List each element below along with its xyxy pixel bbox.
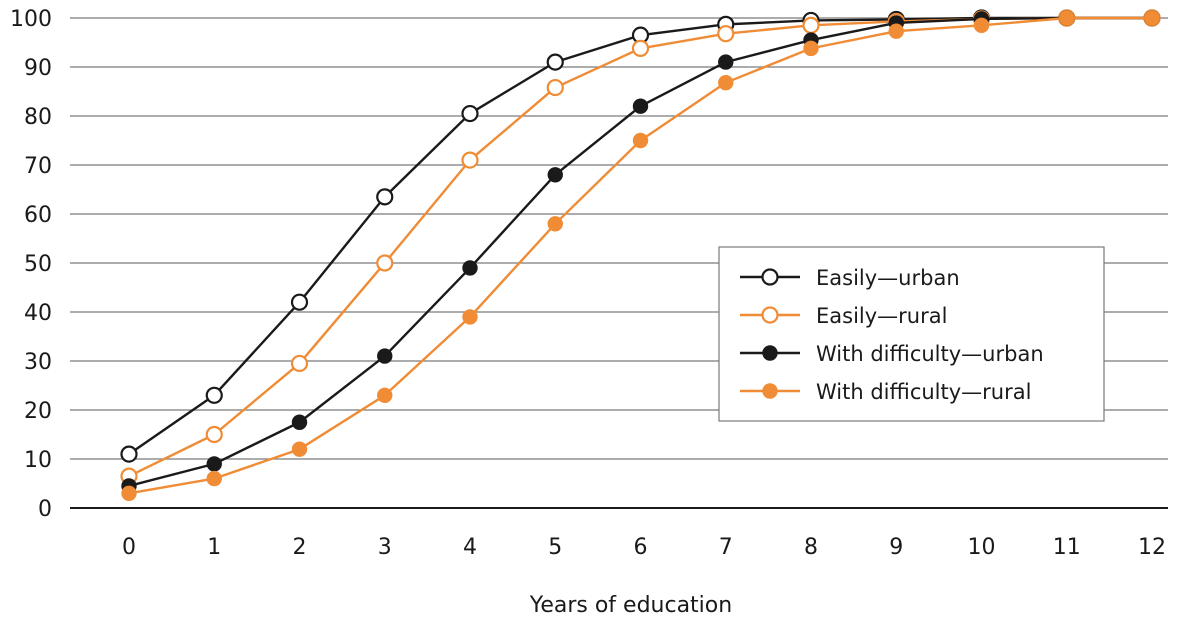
point-s2-x3 [376, 254, 394, 272]
point-s4-x5 [547, 216, 563, 232]
point-s1-x4 [461, 104, 479, 123]
legend-label-2: Easily—rural [816, 304, 947, 328]
legend-marker-3 [762, 345, 778, 361]
x-tick-label-11: 11 [1053, 535, 1081, 560]
legend-marker-1 [761, 268, 779, 286]
y-tick-label-30: 30 [24, 350, 52, 375]
x-tick-label-5: 5 [548, 535, 562, 560]
point-s1-x0 [120, 445, 138, 463]
x-tick-label-4: 4 [463, 535, 477, 560]
x-tick-label-1: 1 [207, 535, 221, 560]
y-tick-label-80: 80 [24, 105, 52, 130]
point-s1-x1 [205, 386, 223, 404]
legend-entry-4: With difficulty—rural [740, 380, 1031, 404]
y-tick-label-50: 50 [24, 252, 52, 277]
legend-label-1: Easily—urban [816, 266, 960, 290]
point-s3-x7 [718, 54, 734, 70]
point-s4-x12 [1144, 10, 1160, 26]
point-s1-x5 [546, 53, 564, 71]
point-s4-x9 [888, 23, 904, 39]
point-s4-x11 [1059, 10, 1075, 26]
legend-label-4: With difficulty—rural [816, 380, 1031, 404]
point-s4-x10 [973, 17, 990, 34]
point-s2-x5 [546, 78, 564, 97]
point-s2-x4 [461, 151, 479, 169]
legend-entry-2: Easily—rural [740, 304, 947, 328]
point-s4-x2 [291, 441, 308, 457]
y-tick-label-40: 40 [24, 301, 52, 326]
point-s2-x8 [802, 16, 820, 34]
x-tick-label-6: 6 [634, 535, 648, 560]
point-s3-x1 [206, 456, 222, 472]
series-4 [121, 10, 1160, 501]
point-s4-x8 [803, 40, 819, 57]
x-axis-tick-labels: 0 1 2 3 4 5 6 7 8 9 10 11 12 [122, 535, 1166, 560]
point-s2-x7 [717, 25, 735, 43]
legend-entry-3: With difficulty—urban [740, 342, 1044, 366]
point-s2-x1 [205, 425, 223, 444]
legend: Easily—urban Easily—rural With difficulty—… [718, 246, 1105, 422]
point-s3-x6 [632, 98, 649, 114]
point-s4-x7 [718, 74, 734, 91]
point-s4-x0 [121, 485, 137, 501]
y-tick-label-20: 20 [24, 399, 52, 424]
point-s4-x1 [206, 470, 222, 487]
legend-marker-2 [761, 306, 779, 324]
point-s2-x2 [290, 354, 309, 373]
point-s3-x2 [291, 414, 308, 430]
x-tick-label-2: 2 [293, 535, 307, 560]
legend-entry-1: Easily—urban [740, 266, 960, 290]
x-tick-label-0: 0 [122, 535, 136, 560]
x-tick-label-10: 10 [968, 535, 996, 560]
y-tick-label-100: 100 [10, 7, 52, 32]
x-tick-label-3: 3 [378, 535, 392, 560]
y-tick-label-70: 70 [24, 154, 52, 179]
point-s2-x6 [631, 39, 650, 57]
legend-label-3: With difficulty—urban [816, 342, 1044, 366]
x-tick-label-12: 12 [1138, 535, 1166, 560]
series-lines [120, 9, 1161, 501]
point-s3-x5 [547, 167, 563, 183]
point-s3-x3 [377, 348, 393, 364]
x-tick-label-9: 9 [889, 535, 903, 560]
point-s1-x3 [376, 188, 394, 206]
y-tick-label-0: 0 [38, 497, 52, 522]
x-tick-label-8: 8 [804, 535, 818, 560]
y-tick-label-90: 90 [24, 56, 52, 81]
y-tick-label-60: 60 [24, 203, 52, 228]
x-axis-title: Years of education [529, 593, 732, 618]
x-tick-label-7: 7 [719, 535, 733, 560]
point-s4-x3 [377, 387, 393, 403]
y-axis-tick-labels: 0 10 20 30 40 50 60 70 80 90 100 [10, 7, 52, 522]
point-s3-x4 [462, 260, 478, 276]
y-tick-label-10: 10 [24, 448, 52, 473]
legend-marker-4 [762, 383, 778, 399]
point-s4-x6 [632, 132, 649, 149]
point-s1-x2 [290, 293, 309, 311]
point-s4-x4 [462, 309, 478, 325]
